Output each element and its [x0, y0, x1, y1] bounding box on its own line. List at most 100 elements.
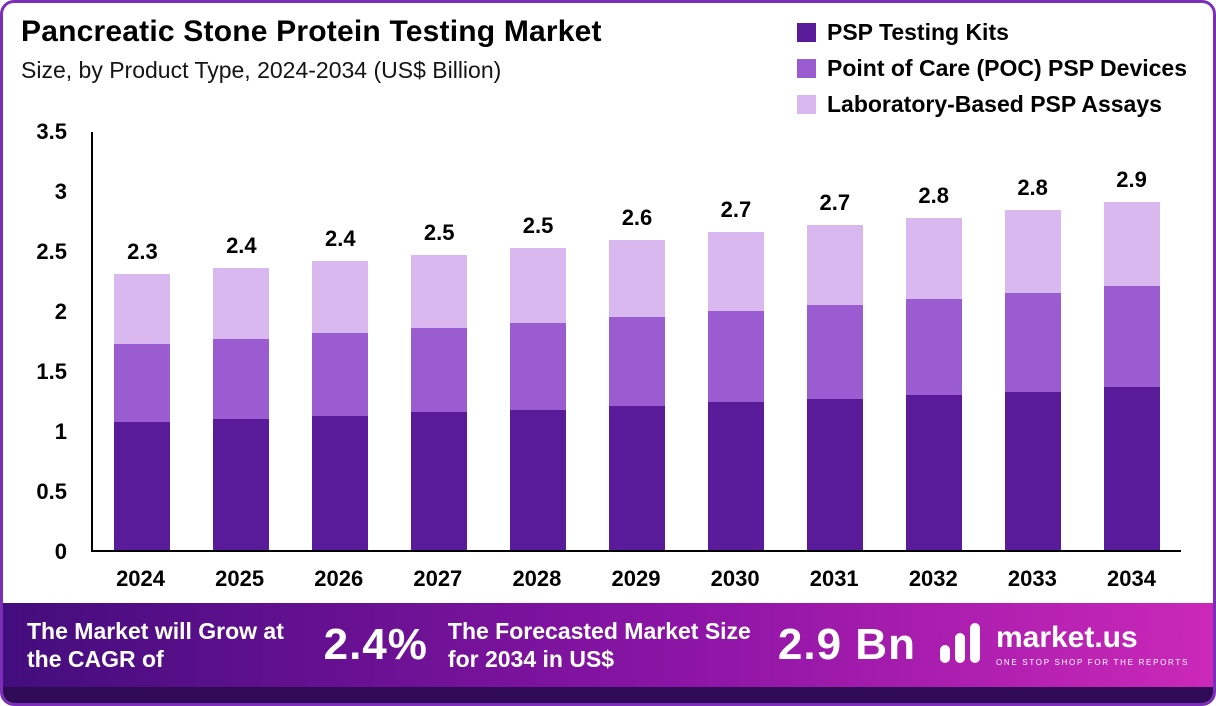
bar-segment	[608, 240, 665, 318]
bar-segment	[707, 311, 764, 403]
bar-column-2025: 2.4	[192, 132, 291, 550]
bar-total-label: 2.8	[918, 182, 949, 208]
page-subtitle: Size, by Product Type, 2024-2034 (US$ Bi…	[21, 57, 502, 83]
y-tick-label: 2.5	[36, 239, 67, 264]
stacked-bar	[806, 224, 863, 550]
y-tick-label: 2	[54, 299, 67, 324]
x-tick-label: 2032	[908, 566, 958, 591]
bar-column-2032: 2.8	[884, 132, 983, 550]
legend-label: PSP Testing Kits	[826, 19, 1009, 45]
x-tick-label: 2028	[512, 566, 562, 591]
bar-segment	[213, 419, 270, 550]
bar-column-2027: 2.5	[390, 132, 489, 550]
y-tick-label: 1.5	[36, 359, 67, 384]
y-axis: 0 0.5 1 1.5 2 2.5 3 3.5	[3, 119, 81, 564]
bar-total-label: 2.7	[720, 197, 752, 223]
bar-segment	[510, 409, 567, 550]
bar-segment	[905, 299, 962, 396]
bar-segment	[806, 224, 863, 306]
bar-segment	[114, 421, 171, 550]
x-tick-label: 2031	[809, 566, 859, 591]
x-tick-label: 2029	[611, 566, 661, 591]
legend-swatch	[796, 59, 816, 78]
stacked-bar	[1004, 210, 1061, 550]
stacked-bar	[312, 260, 369, 550]
bar-total-label: 2.5	[522, 212, 554, 238]
y-tick-label: 3.5	[36, 119, 67, 144]
bar-column-2031: 2.7	[785, 132, 884, 550]
bars-row: 2.3 2.4 2.4 2.5 2.5 2.6 2.7 2.7 2.8 2.8 2.9	[93, 132, 1181, 550]
bar-column-2024: 2.3	[93, 132, 192, 550]
bar-column-2030: 2.7	[686, 132, 785, 550]
bar-segment	[213, 268, 270, 339]
legend: PSP Testing Kits Point of Care (POC) PSP …	[796, 15, 1187, 118]
page-title: Pancreatic Stone Protein Testing Market	[21, 15, 602, 48]
stacked-bar	[707, 232, 764, 550]
brand-logo: market.us ONE STOP SHOP FOR THE REPORTS	[936, 619, 1189, 672]
brand-tagline: ONE STOP SHOP FOR THE REPORTS	[995, 658, 1189, 667]
bar-total-label: 2.8	[1017, 175, 1048, 201]
bar-segment	[213, 338, 270, 420]
legend-swatch	[796, 95, 816, 114]
legend-swatch	[796, 23, 816, 42]
bar-segment	[1103, 286, 1160, 387]
bar-segment	[1004, 293, 1061, 392]
bar-column-2029: 2.6	[588, 132, 687, 550]
bar-segment	[510, 247, 567, 324]
bar-total-label: 2.4	[324, 225, 356, 251]
stacked-bar	[510, 247, 567, 550]
stacked-bar	[411, 254, 468, 550]
y-tick-label: 0	[54, 539, 67, 564]
bar-total-label: 2.7	[819, 189, 851, 215]
bar-column-2028: 2.5	[489, 132, 588, 550]
bar-column-2026: 2.4	[291, 132, 390, 550]
cagr-value: 2.4%	[323, 620, 428, 669]
y-tick-label: 1	[54, 419, 67, 444]
bar-total-label: 2.5	[423, 219, 455, 245]
x-tick-label: 2026	[314, 566, 364, 591]
bar-segment	[707, 232, 764, 312]
bar-segment	[806, 305, 863, 399]
x-tick-label: 2034	[1107, 566, 1156, 591]
header: Pancreatic Stone Protein Testing Market …	[3, 3, 1213, 118]
y-tick-label: 0.5	[36, 479, 67, 504]
stacked-bar	[213, 268, 270, 550]
bar-segment	[905, 395, 962, 550]
bar-segment	[608, 406, 665, 550]
chart-area: 0 0.5 1 1.5 2 2.5 3 3.5 2.3 2.4 2.4 2.5 2.5 2.6 2.7 2.…	[3, 119, 1213, 592]
bar-column-2033: 2.8	[983, 132, 1082, 550]
bar-segment	[114, 343, 171, 422]
cagr-label: The Market will Grow at the CAGR of	[27, 617, 284, 672]
brand-text: market.us ONE STOP SHOP FOR THE REPORTS	[995, 621, 1189, 668]
bar-segment	[1103, 386, 1160, 550]
stacked-bar	[1103, 202, 1160, 550]
legend-item: PSP Testing Kits	[796, 19, 1187, 46]
bar-segment	[608, 317, 665, 406]
legend-item: Point of Care (POC) PSP Devices	[796, 55, 1187, 82]
footer-banner: The Market will Grow at the CAGR of 2.4%…	[3, 603, 1213, 687]
plot-wrap: 0 0.5 1 1.5 2 2.5 3 3.5 2.3 2.4 2.4 2.5 2.5 2.6 2.7 2.…	[36, 119, 1181, 564]
title-block: Pancreatic Stone Protein Testing Market …	[21, 15, 602, 84]
brand-name: market.us	[995, 621, 1138, 654]
forecast-value: 2.9 Bn	[777, 620, 916, 669]
legend-label: Laboratory-Based PSP Assays	[826, 91, 1162, 117]
bar-segment	[312, 332, 369, 416]
bar-segment	[1004, 210, 1061, 294]
stacked-bar	[905, 217, 962, 550]
bar-total-label: 2.9	[1116, 167, 1147, 193]
x-tick-label: 2027	[413, 566, 463, 591]
bar-segment	[1103, 202, 1160, 287]
market-us-icon	[936, 619, 984, 672]
bar-segment	[312, 260, 369, 333]
legend-item: Laboratory-Based PSP Assays	[796, 91, 1187, 118]
bar-total-label: 2.4	[226, 233, 257, 259]
bar-segment	[312, 415, 369, 550]
bar-segment	[411, 412, 468, 550]
bar-total-label: 2.6	[621, 205, 653, 231]
x-tick-label: 2025	[215, 566, 265, 591]
plot-area: 2.3 2.4 2.4 2.5 2.5 2.6 2.7 2.7 2.8 2.8 2.9	[91, 132, 1181, 552]
bar-segment	[1004, 391, 1061, 550]
bar-segment	[905, 217, 962, 300]
x-tick-label: 2024	[116, 566, 166, 591]
